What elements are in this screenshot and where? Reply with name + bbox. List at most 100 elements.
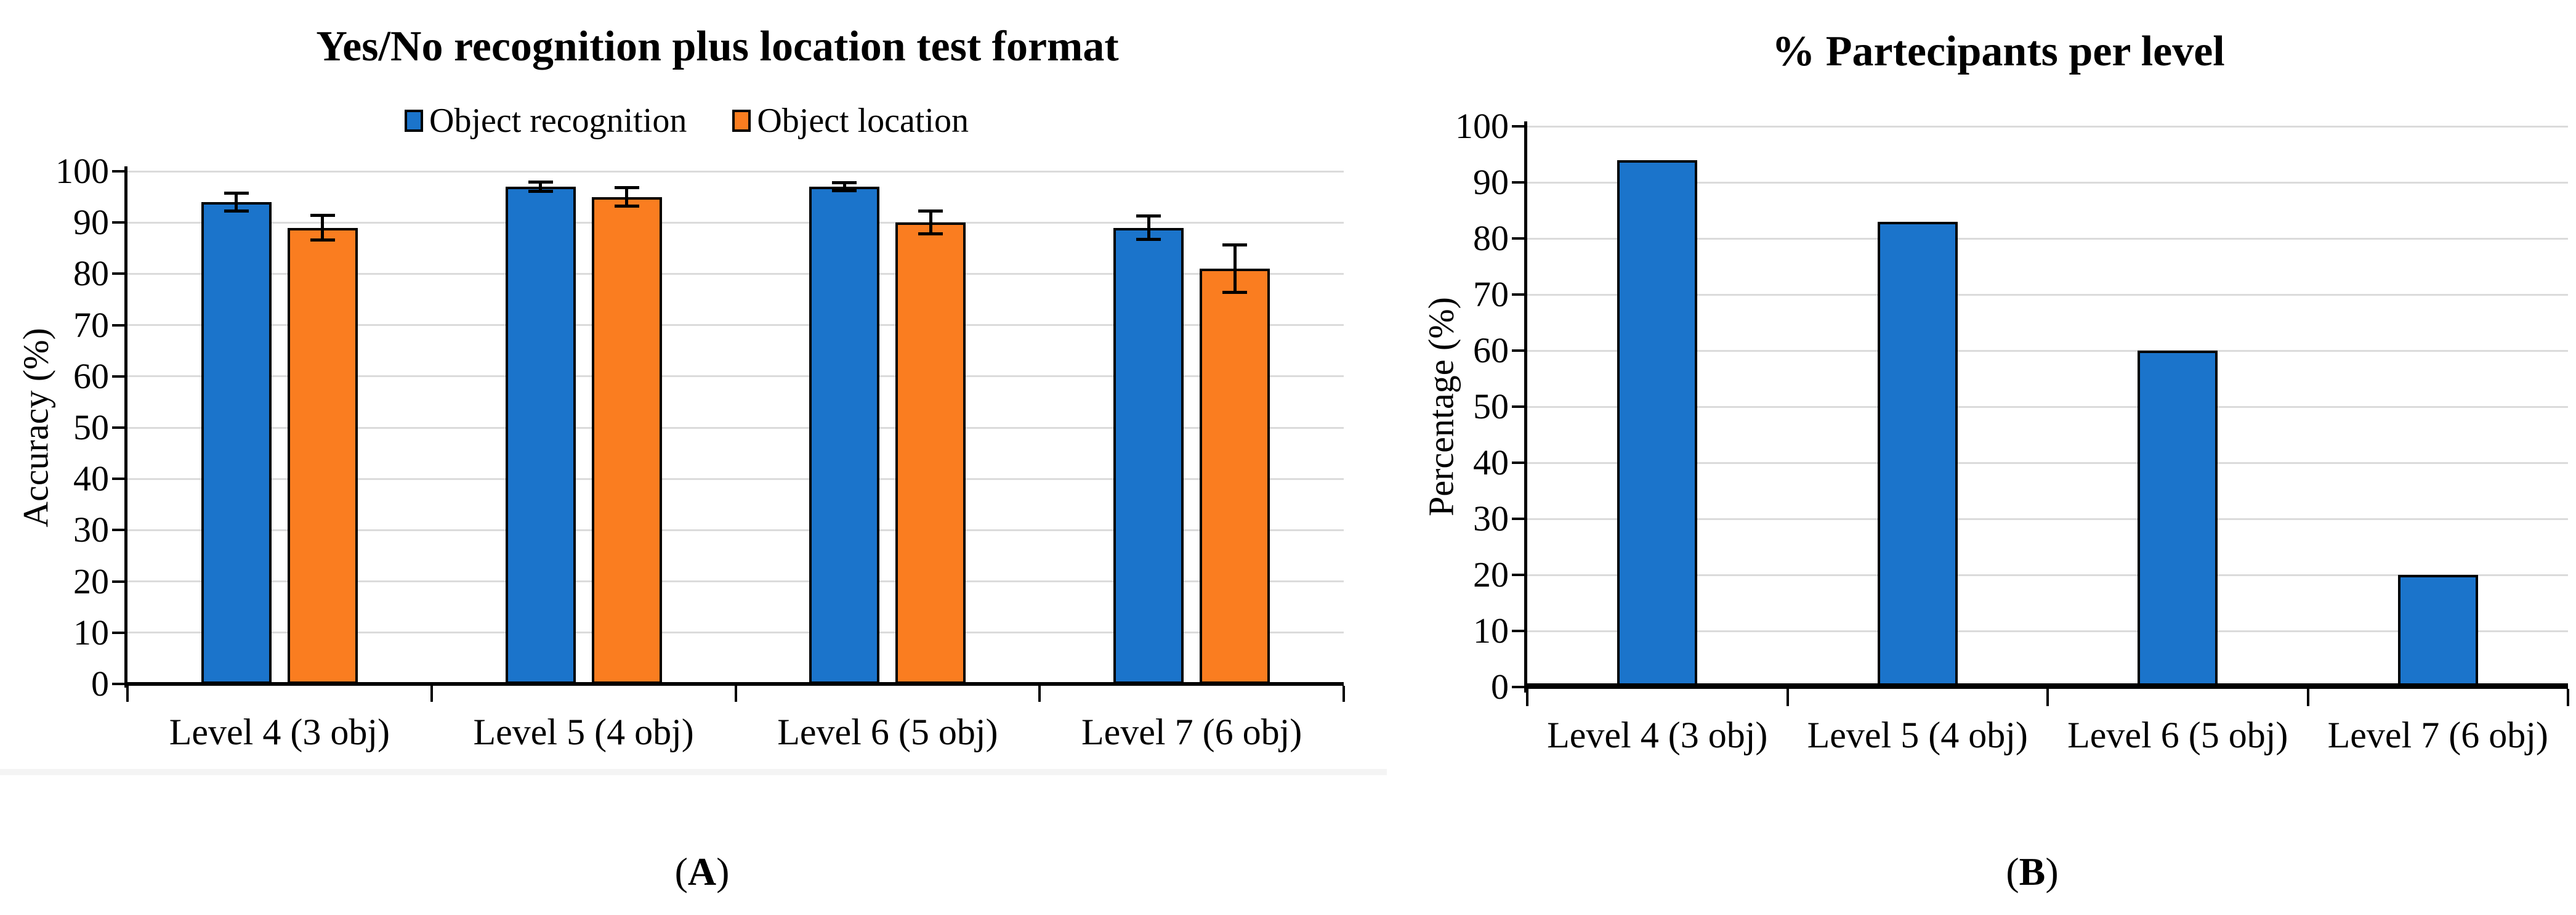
caption-letter: A (687, 850, 717, 893)
y-axis-tick (1512, 237, 1524, 240)
y-tick-label: 20 (1473, 555, 1509, 595)
y-tick-label: 70 (1473, 274, 1509, 314)
x-category-label: Level 7 (6 obj) (1081, 712, 1302, 752)
x-axis-tick (430, 686, 433, 702)
y-tick-label: 40 (1473, 442, 1509, 482)
gridline (127, 529, 1344, 531)
y-axis-tick (1512, 125, 1524, 128)
y-tick-label: 30 (1473, 498, 1509, 539)
panel-b-caption: (B) (2006, 849, 2058, 895)
y-tick-label: 90 (1473, 162, 1509, 202)
gridline (127, 580, 1344, 583)
error-bar-line (235, 192, 238, 211)
legend-swatch-blue (405, 110, 424, 132)
error-bar-cap-top (224, 191, 249, 195)
error-bar-cap-bottom (528, 190, 553, 193)
gridline (1527, 405, 2568, 408)
error-bar-cap-top (1222, 243, 1248, 246)
y-tick-label: 30 (73, 510, 109, 550)
gridline (127, 170, 1344, 173)
x-category-label: Level 7 (6 obj) (2327, 715, 2548, 755)
y-axis-tick (1512, 293, 1524, 296)
bar-series0-group2 (2138, 351, 2218, 687)
gridline (127, 632, 1344, 634)
panel-a-caption: (A) (675, 849, 730, 895)
y-axis-tick (112, 529, 124, 532)
chart-b-title: % Partecipants per level (1772, 28, 2225, 75)
y-tick-label: 10 (73, 612, 109, 653)
gridline (1527, 125, 2568, 128)
y-tick-label: 40 (73, 458, 109, 499)
gridline (127, 324, 1344, 327)
gridline (127, 375, 1344, 378)
bar-series0-group0 (201, 201, 272, 684)
error-bar-line (1233, 244, 1237, 293)
x-axis-tick (2567, 689, 2569, 706)
bar-series1-group0 (287, 227, 358, 684)
error-bar-line (539, 181, 543, 192)
y-tick-label: 90 (73, 202, 109, 243)
error-bar-cap-bottom (832, 189, 857, 192)
caption-letter: B (2019, 850, 2046, 893)
gridline (1527, 462, 2568, 464)
bar-series1-group1 (591, 197, 662, 684)
y-axis-tick (1512, 349, 1524, 352)
error-bar-line (842, 182, 846, 191)
gridline (127, 221, 1344, 224)
chart-a-legend: Object recognition Object location (405, 104, 969, 138)
y-tick-label: 70 (73, 304, 109, 345)
y-axis-tick (1512, 405, 1524, 408)
error-bar-line (929, 211, 932, 235)
error-bar-cap-bottom (224, 209, 249, 213)
y-tick-label: 100 (1455, 106, 1509, 146)
error-bar-cap-bottom (918, 232, 943, 236)
error-bar-line (1147, 215, 1150, 240)
y-axis-tick (112, 426, 124, 429)
y-axis-tick (112, 170, 124, 173)
bar-series0-group1 (505, 186, 576, 684)
caption-paren: ( (674, 850, 688, 893)
error-bar-line (625, 187, 629, 207)
caption-paren: ( (2006, 850, 2019, 893)
error-bar-cap-bottom (1136, 238, 1161, 242)
y-axis-tick (1512, 462, 1524, 464)
error-bar-cap-top (528, 180, 553, 184)
gridline (1527, 181, 2568, 184)
y-axis-tick (112, 323, 124, 327)
chart-b-plot-area: 0 10 20 30 40 50 60 70 80 90 100 Level 4 (3 obj) Lev… (1455, 108, 2569, 754)
x-axis-tick (126, 686, 129, 702)
y-tick-label: 20 (73, 561, 109, 601)
chart-a-plot-area: 0 10 20 30 40 50 60 70 80 90 100 Level 4 (3 obj) Lev… (55, 153, 1345, 750)
x-category-label: Level 6 (5 obj) (777, 712, 998, 752)
legend-label-object-location: Object location (757, 102, 969, 140)
y-axis-line (124, 166, 127, 688)
x-category-label: Level 5 (4 obj) (473, 712, 694, 752)
x-axis-tick (1343, 686, 1345, 702)
gridline (1527, 293, 2568, 296)
gridline (1527, 349, 2568, 352)
y-axis-tick (1512, 630, 1524, 632)
x-axis-tick (1526, 689, 1528, 706)
y-tick-label: 0 (1491, 667, 1509, 707)
bar-series0-group0 (1617, 160, 1698, 687)
y-tick-label: 80 (73, 253, 109, 294)
caption-paren: ) (716, 850, 730, 893)
x-axis-tick (2306, 689, 2309, 706)
y-axis-tick (112, 221, 124, 224)
x-category-label: Level 4 (3 obj) (169, 712, 390, 752)
y-tick-label: 80 (1473, 218, 1509, 258)
x-axis-line (1524, 683, 2568, 689)
bar-series0-group3 (2397, 575, 2478, 687)
y-tick-label: 10 (1473, 611, 1509, 651)
caption-paren: ) (2045, 850, 2059, 893)
bar-series0-group2 (809, 186, 880, 684)
error-bar-cap-top (832, 181, 857, 185)
error-bar-cap-bottom (1222, 291, 1248, 295)
y-tick-label: 100 (55, 151, 109, 191)
bar-series1-group2 (895, 222, 966, 684)
chart-a-title: Yes/No recognition plus location test fo… (316, 23, 1119, 70)
y-tick-label: 60 (1473, 330, 1509, 370)
y-tick-label: 0 (91, 664, 109, 704)
y-axis-tick (1512, 574, 1524, 576)
